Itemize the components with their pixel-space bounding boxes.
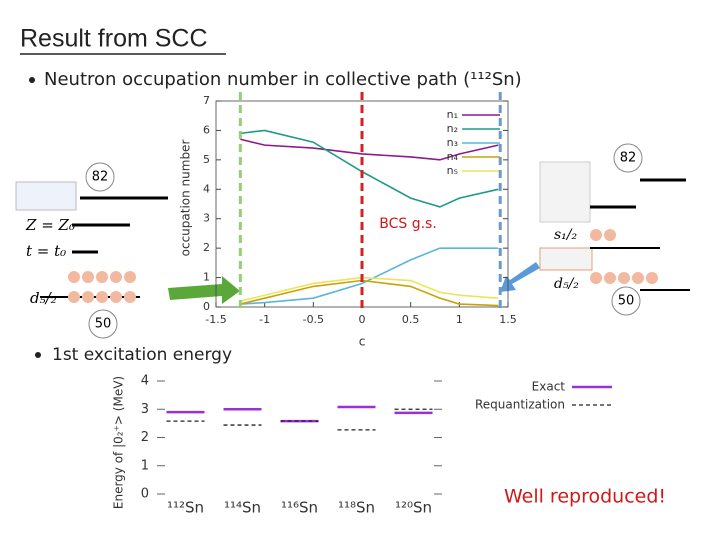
thumbnail	[539, 161, 591, 223]
y-tick-label: 4	[203, 182, 210, 195]
series-line	[240, 279, 499, 307]
x-axis-label: c	[359, 335, 366, 349]
badge	[85, 162, 115, 192]
thumbnail	[539, 247, 593, 271]
x-tick-label: ¹¹⁴Sn	[224, 499, 261, 517]
y-tick-label: 3	[203, 212, 210, 225]
x-tick-label: 1.5	[499, 313, 517, 326]
legend-label: Exact	[532, 380, 566, 394]
x-tick-label: ¹¹⁶Sn	[281, 499, 318, 517]
legend-label: n₂	[447, 122, 458, 135]
series-line	[240, 276, 499, 302]
annotation: 82	[92, 170, 109, 185]
slide-title: Result from SCC	[20, 25, 208, 53]
annotation: Well reproduced!	[504, 486, 666, 508]
y-tick-label: 0	[203, 300, 210, 313]
x-tick-label: 1	[456, 313, 463, 326]
bullet-dot	[35, 352, 41, 358]
orbital-circles	[68, 229, 658, 303]
legend-label: n₅	[447, 164, 458, 177]
y-axis-label: occupation number	[179, 140, 193, 257]
bullet: Neutron occupation number in collective …	[44, 69, 522, 90]
badge	[611, 286, 641, 316]
x-tick-label: 0	[359, 313, 366, 326]
y-tick-label: 1	[203, 271, 210, 284]
annotation: BCS g.s.	[379, 216, 437, 232]
x-tick-label: 0.5	[402, 313, 420, 326]
arrow	[168, 276, 240, 304]
y-tick-label: 4	[141, 374, 149, 389]
y-tick-label: 7	[203, 94, 210, 107]
thumbnail	[15, 181, 77, 211]
legend-label: n₁	[447, 108, 458, 121]
arrow	[500, 262, 540, 292]
label: t = t₀	[26, 242, 66, 260]
legend-label: Requantization	[475, 398, 565, 412]
y-tick-label: 1	[141, 458, 149, 473]
legend-label: n₃	[447, 136, 458, 149]
x-tick-label: -1.5	[205, 313, 226, 326]
annotation: 50	[618, 294, 635, 309]
series-line	[240, 138, 499, 161]
label: s₁/₂	[554, 227, 578, 243]
annotation: 50	[95, 317, 112, 332]
annotation: 82	[620, 151, 637, 166]
series-line	[240, 129, 499, 208]
y-tick-label: 3	[141, 402, 149, 417]
x-tick-label: ¹²⁰Sn	[395, 499, 432, 517]
bullet: 1st excitation energy	[52, 345, 232, 365]
y-tick-label: 6	[203, 123, 210, 136]
label: d₅/₂	[30, 289, 57, 307]
label: Z = Z₀	[25, 216, 75, 234]
series-line	[240, 247, 499, 305]
legend-label: n₄	[447, 150, 459, 163]
y-tick-label: 5	[203, 153, 210, 166]
bullet-dot	[29, 77, 35, 83]
y-tick-label: 2	[203, 241, 210, 254]
x-tick-label: -1	[259, 313, 270, 326]
label: d₅/₂	[554, 276, 579, 292]
x-tick-label: ¹¹²Sn	[167, 499, 204, 517]
x-tick-label: -0.5	[303, 313, 324, 326]
y-axis-label: Energy of |0₂⁺> (MeV)	[112, 376, 126, 509]
y-tick-label: 0	[141, 487, 149, 502]
badge	[613, 143, 643, 173]
x-tick-label: ¹¹⁸Sn	[338, 499, 375, 517]
badge	[88, 309, 118, 339]
y-tick-label: 2	[141, 430, 149, 445]
